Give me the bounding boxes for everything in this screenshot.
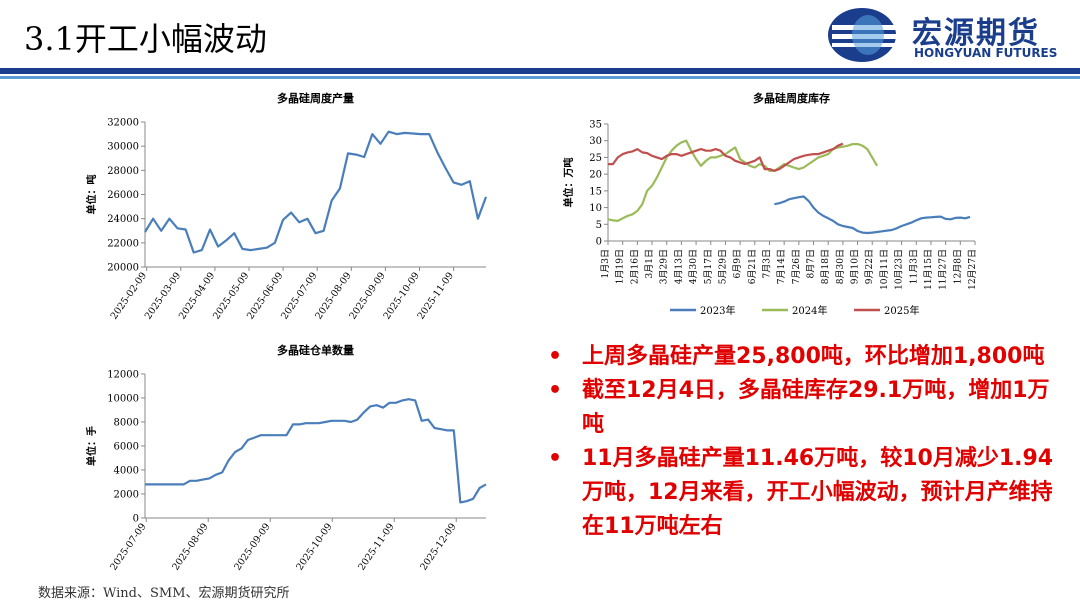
y-tick-label: 12000 bbox=[107, 370, 139, 381]
x-tick-label: 12月27日 bbox=[967, 249, 978, 290]
chart-title: 多晶硅仓单数量 bbox=[277, 343, 354, 357]
key-point-item: • 11月多晶硅产量11.46万吨，较10月减少1.94万吨，12月来看，开工小幅… bbox=[544, 442, 1064, 544]
page-title: 3.1开工小幅波动 bbox=[24, 20, 267, 58]
x-tick-label: 10月23日 bbox=[894, 249, 905, 290]
key-point-text: 上周多晶硅产量25,800吨，环比增加1,800吨 bbox=[582, 344, 1045, 369]
x-tick-label: 6月21日 bbox=[747, 249, 758, 284]
y-axis-label: 单位：吨 bbox=[85, 175, 98, 215]
chart-warehouse-receipts: 多晶硅仓单数量单位：手 0 2000 4000 6000 8000 10000 12000 20… bbox=[70, 336, 510, 576]
chart-weekly-inventory: 多晶硅周度库存单位：万吨 0 5 10 15 20 25 30 35 1月3日 1月19日 2月16日… bbox=[550, 84, 990, 324]
data-source-note: 数据来源：Wind、SMM、宏源期货研究所 bbox=[38, 586, 290, 601]
y-tick-label: 22000 bbox=[107, 238, 139, 249]
bullet-dot-icon: • bbox=[548, 446, 563, 471]
x-tick-label: 8月7日 bbox=[806, 249, 817, 278]
x-tick-label: 3月1日 bbox=[644, 249, 655, 278]
y-tick-label: 28000 bbox=[107, 166, 139, 177]
series-line-1 bbox=[145, 398, 487, 504]
series-line-3 bbox=[608, 142, 844, 172]
chart-title: 多晶硅周度产量 bbox=[277, 91, 354, 105]
header-divider bbox=[0, 68, 1080, 74]
logo-mark-icon bbox=[828, 8, 900, 62]
x-tick-label: 11月27日 bbox=[938, 249, 949, 290]
x-tick-label: 10月11日 bbox=[879, 249, 890, 290]
y-tick-label: 25 bbox=[589, 153, 602, 164]
x-tick-label: 2月16日 bbox=[629, 249, 640, 284]
x-tick-label: 4月30日 bbox=[688, 249, 699, 284]
y-tick-label: 10000 bbox=[107, 394, 139, 405]
x-tick-label: 5月17日 bbox=[703, 249, 714, 284]
x-tick-label: 3月29日 bbox=[659, 249, 670, 284]
bullet-dot-icon: • bbox=[548, 344, 563, 369]
y-tick-label: 4000 bbox=[114, 466, 139, 477]
bullet-dot-icon: • bbox=[548, 378, 563, 403]
y-tick-label: 35 bbox=[589, 120, 602, 131]
x-tick-label: 4月13日 bbox=[673, 249, 684, 284]
y-tick-label: 30 bbox=[589, 136, 602, 147]
logo-text-en: HONGYUAN FUTURES bbox=[914, 46, 1058, 60]
chart-title: 多晶硅周度库存 bbox=[753, 91, 830, 105]
chart-weekly-production: 多晶硅周度产量单位：吨 20000 22000 24000 26000 28000 3000… bbox=[70, 84, 510, 334]
legend-label: 2023年 bbox=[700, 304, 735, 317]
x-tick-label: 7月3日 bbox=[761, 249, 772, 278]
x-tick-label: 9月22日 bbox=[864, 249, 875, 284]
y-axis-label: 单位：万吨 bbox=[562, 158, 575, 208]
key-point-item: • 上周多晶硅产量25,800吨，环比增加1,800吨 bbox=[544, 340, 1064, 374]
x-tick-label: 2025-08-09 bbox=[170, 521, 210, 572]
x-tick-label: 8月18日 bbox=[820, 249, 831, 284]
legend-label: 2025年 bbox=[884, 304, 919, 317]
key-point-text: 截至12月4日，多晶硅库存29.1万吨，增加1万吨 bbox=[582, 378, 1050, 437]
series-line-1 bbox=[144, 130, 488, 254]
company-logo: 宏源期货 HONGYUAN FUTURES bbox=[826, 6, 1076, 66]
key-points-list: • 上周多晶硅产量25,800吨，环比增加1,800吨 • 截至12月4日，多晶硅库… bbox=[544, 340, 1064, 544]
x-tick-label: 1月19日 bbox=[615, 249, 626, 284]
y-tick-label: 5 bbox=[596, 220, 602, 231]
y-tick-label: 8000 bbox=[114, 418, 139, 429]
key-point-item: • 截至12月4日，多晶硅库存29.1万吨，增加1万吨 bbox=[544, 374, 1064, 442]
y-axis-label: 单位：手 bbox=[85, 426, 98, 466]
key-point-text: 11月多晶硅产量11.46万吨，较10月减少1.94万吨，12月来看，开工小幅波… bbox=[582, 446, 1054, 539]
x-tick-label: 5月29日 bbox=[717, 249, 728, 284]
x-tick-label: 12月8日 bbox=[952, 249, 963, 284]
x-tick-label: 1月3日 bbox=[600, 249, 611, 278]
y-tick-label: 26000 bbox=[107, 190, 139, 201]
y-tick-label: 0 bbox=[596, 237, 602, 248]
y-tick-label: 30000 bbox=[107, 142, 139, 153]
logo-text-cn: 宏源期货 bbox=[912, 16, 1040, 51]
y-tick-label: 32000 bbox=[107, 118, 139, 129]
x-tick-label: 2025-11-09 bbox=[416, 270, 456, 321]
header-divider-accent bbox=[0, 76, 1080, 79]
x-tick-label: 7月14日 bbox=[776, 249, 787, 284]
series-line-1 bbox=[774, 195, 971, 235]
x-tick-label: 7月26日 bbox=[791, 249, 802, 284]
legend-label: 2024年 bbox=[792, 304, 827, 317]
y-tick-label: 20 bbox=[589, 170, 602, 181]
x-tick-label: 2025-11-09 bbox=[356, 521, 396, 572]
y-tick-label: 0 bbox=[133, 514, 139, 525]
x-tick-label: 2025-12-09 bbox=[418, 521, 458, 572]
y-tick-label: 24000 bbox=[107, 214, 139, 225]
x-tick-label: 2025-07-09 bbox=[108, 521, 148, 572]
x-tick-label: 8月30日 bbox=[835, 249, 846, 284]
x-tick-label: 11月15日 bbox=[923, 249, 934, 290]
x-tick-label: 6月9日 bbox=[732, 249, 743, 278]
x-tick-label: 11月3日 bbox=[908, 249, 919, 284]
y-tick-label: 6000 bbox=[114, 442, 139, 453]
y-tick-label: 20000 bbox=[107, 263, 139, 274]
y-tick-label: 15 bbox=[589, 186, 602, 197]
y-tick-label: 2000 bbox=[114, 490, 139, 501]
x-tick-label: 2025-10-09 bbox=[294, 521, 334, 572]
x-tick-label: 9月10日 bbox=[850, 249, 861, 284]
x-tick-label: 2025-09-09 bbox=[232, 521, 272, 572]
y-tick-label: 10 bbox=[589, 203, 602, 214]
